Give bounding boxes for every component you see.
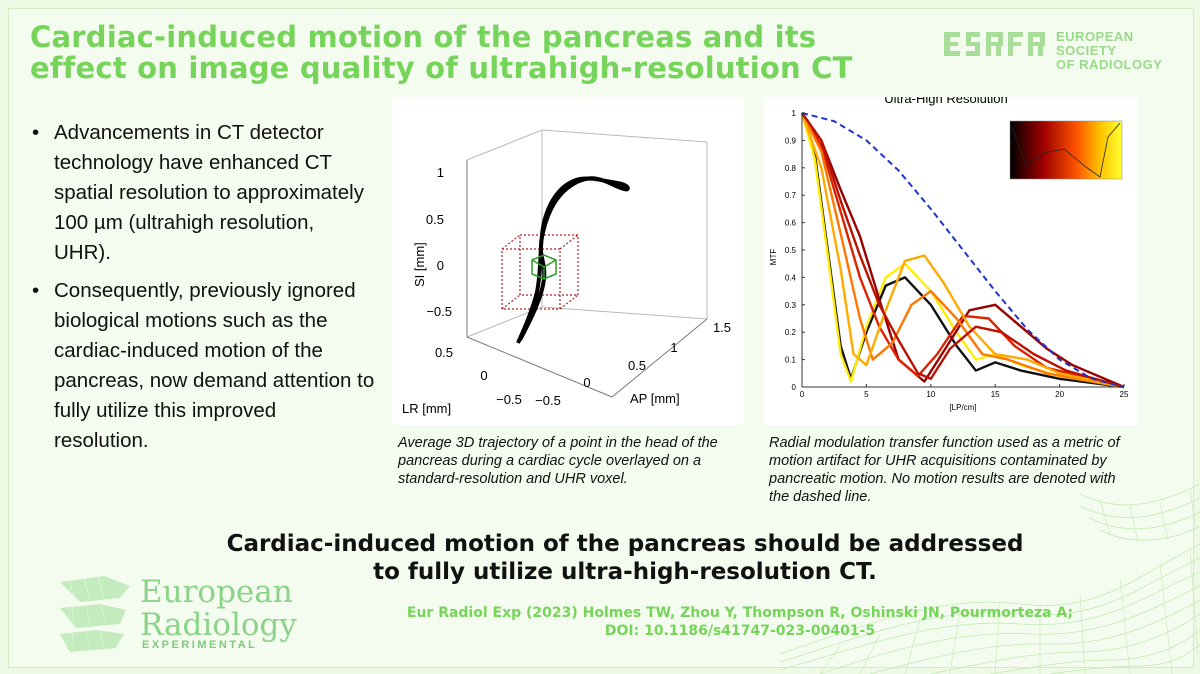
bullet-item: • Consequently, previously ignored biolo… (30, 276, 375, 456)
conclusion-line-2: to fully utilize ultra-high-resolution C… (373, 559, 877, 585)
bullet-marker: • (32, 279, 40, 302)
journal-subtitle: EXPERIMENTAL (142, 639, 258, 651)
chart-title: Ultra-High Resolution (884, 97, 1008, 106)
mtf-caption: Radial modulation transfer function used… (769, 435, 1120, 505)
title-line-1: Cardiac-induced motion of the pancreas a… (30, 20, 817, 54)
mtf-series-line (801, 112, 1125, 389)
mtf-series-line (801, 112, 1125, 389)
citation-line-1: Eur Radiol Exp (2023) Holmes TW, Zhou Y,… (406, 605, 1074, 621)
si-tick: −0.5 (426, 304, 452, 319)
bullet-list: • Advancements in CT detector technology… (30, 118, 375, 464)
lr-axis-label: LR [mm] (402, 401, 451, 416)
bullet-item: • Advancements in CT detector technology… (30, 118, 375, 268)
mtf-series-line (800, 112, 1125, 389)
ap-tick: 0 (583, 375, 590, 390)
trajectory-plot: 1 0.5 0 −0.5 SI [mm] 0.5 0 −0.5 LR [mm] … (402, 129, 731, 416)
y-tick-label: 0.3 (785, 301, 797, 310)
bullet-text: Consequently, previously ignored biologi… (54, 279, 375, 452)
conclusion-text: Cardiac-induced motion of the pancreas s… (160, 530, 1090, 586)
esr-line-1: EUROPEAN SOCIETY (1056, 29, 1134, 58)
poster-title: Cardiac-induced motion of the pancreas a… (30, 22, 910, 84)
x-tick-label: 10 (926, 390, 935, 399)
x-tick-label: 25 (1120, 390, 1129, 399)
lr-tick: 0.5 (435, 345, 453, 360)
lr-tick: 0 (480, 368, 487, 383)
y-tick-label: 0.7 (785, 191, 797, 200)
ap-tick: 1 (670, 340, 677, 355)
ap-tick: −0.5 (535, 393, 561, 408)
trajectory-caption: Average 3D trajectory of a point in the … (398, 435, 718, 487)
esr-logo-text: EUROPEAN SOCIETY OF RADIOLOGY (1056, 30, 1174, 72)
title-line-2: effect on image quality of ultrahigh-res… (30, 51, 853, 85)
citation: Eur Radiol Exp (2023) Holmes TW, Zhou Y,… (330, 604, 1150, 640)
x-axis-label: [LP/cm] (949, 403, 976, 412)
x-tick-label: 5 (864, 390, 869, 399)
y-tick-label: 0.9 (785, 136, 797, 145)
y-tick-label: 0.8 (785, 164, 797, 173)
si-axis-label: SI [mm] (412, 242, 427, 287)
conclusion-line-1: Cardiac-induced motion of the pancreas s… (226, 531, 1024, 557)
y-axis-label: MTF (769, 249, 778, 266)
y-tick-label: 0.1 (785, 356, 797, 365)
y-tick-label: 0.6 (785, 219, 797, 228)
si-tick: 0 (437, 258, 444, 273)
si-tick: 1 (437, 165, 444, 180)
y-tick-label: 1 (792, 109, 797, 118)
x-tick-label: 15 (991, 390, 1000, 399)
bullet-marker: • (32, 121, 40, 144)
ap-tick: 1.5 (713, 320, 731, 335)
x-tick-label: 20 (1055, 390, 1064, 399)
esr-logo: EUROPEAN SOCIETY OF RADIOLOGY (944, 28, 1174, 72)
mtf-figure: Ultra-High Resolution 0 5 10 15 20 25 0 0.1 0.2 0… (764, 89, 1138, 425)
journal-logo-icon (60, 576, 130, 652)
y-tick-label: 0.2 (785, 328, 797, 337)
colorbar-inset (1009, 120, 1123, 180)
ap-tick: 0.5 (628, 358, 646, 373)
y-tick-label: 0 (792, 383, 797, 392)
mtf-series-line (800, 112, 1125, 389)
esr-line-2: OF RADIOLOGY (1056, 57, 1163, 72)
x-tick-label: 0 (800, 390, 805, 399)
bullet-text: Advancements in CT detector technology h… (54, 121, 364, 264)
esr-logo-icon (944, 32, 1045, 56)
trajectory-figure: 1 0.5 0 −0.5 SI [mm] 0.5 0 −0.5 LR [mm] … (392, 97, 744, 425)
y-tick-label: 0.5 (785, 246, 797, 255)
journal-name: European Radiology (140, 574, 297, 643)
y-tick-label: 0.4 (785, 273, 797, 282)
journal-logo: European Radiology EXPERIMENTAL (60, 576, 300, 656)
lr-tick: −0.5 (496, 392, 522, 407)
colorbar-inset-trace (1011, 122, 1121, 178)
ap-axis-label: AP [mm] (630, 391, 680, 406)
si-tick: 0.5 (426, 212, 444, 227)
mtf-chart: Ultra-High Resolution 0 5 10 15 20 25 0 0.1 0.2 0… (769, 89, 1129, 412)
citation-line-2: DOI: 10.1186/s41747-023-00401-5 (604, 623, 876, 639)
mtf-series-line (800, 112, 1125, 389)
